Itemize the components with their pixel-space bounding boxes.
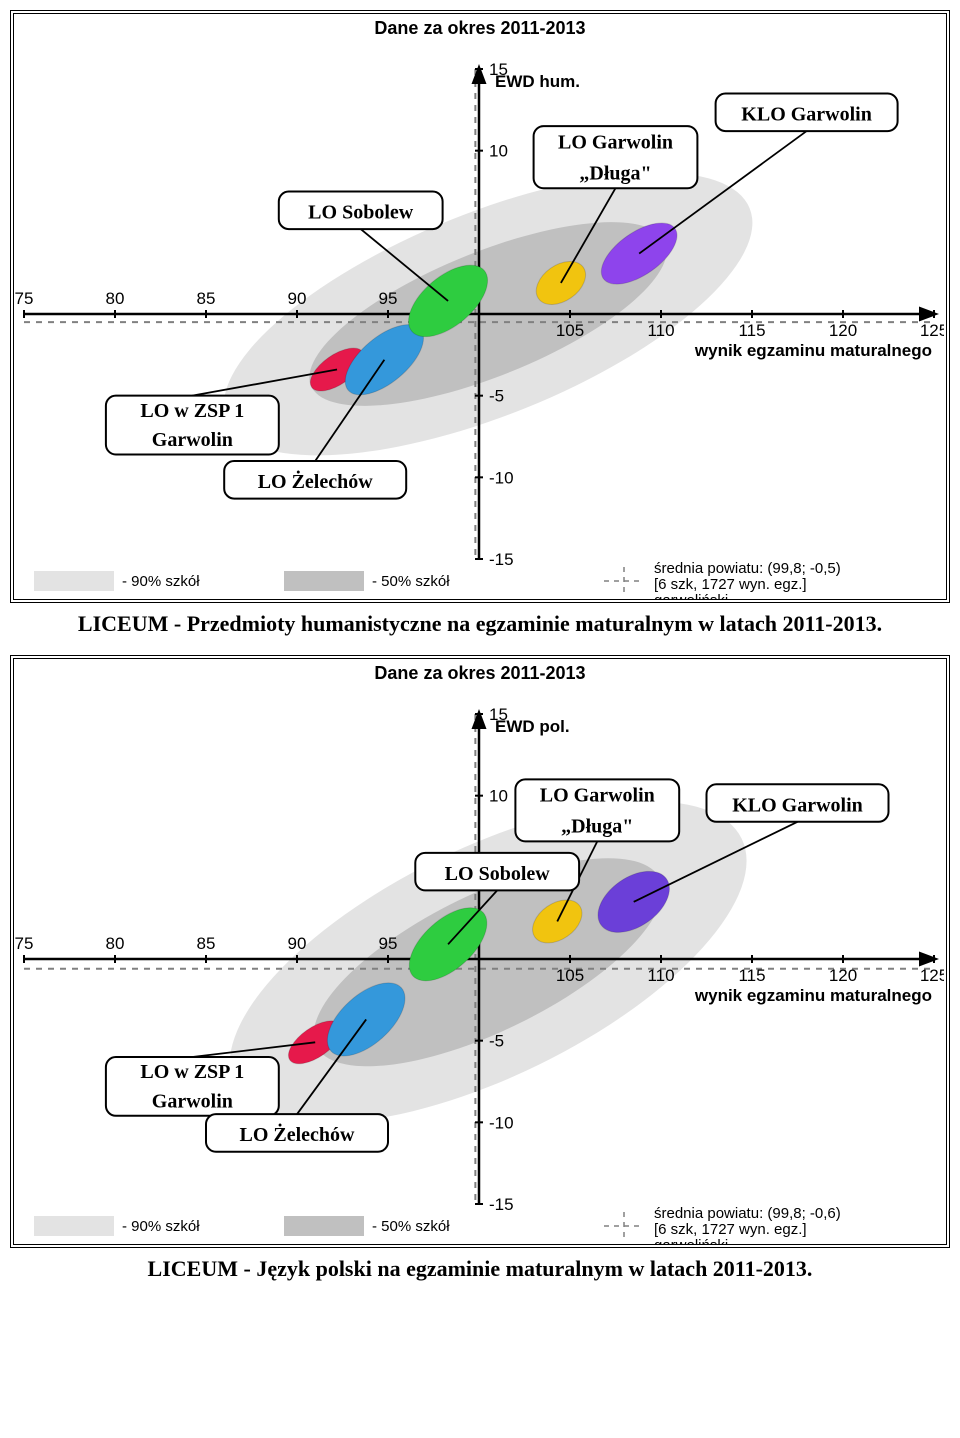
callout-text-4-0: LO Żelechów xyxy=(258,469,374,493)
y-tick-10: 10 xyxy=(489,787,508,806)
callout-text-0-0: LO Garwolin xyxy=(558,132,673,154)
chart-body: 75 80 85 90 95 105 110 115 120 125wynik egzaminu … xyxy=(14,39,946,599)
x-tick-80: 80 xyxy=(106,289,125,308)
callout-text-0-1: „Długa" xyxy=(561,816,633,838)
x-tick-90: 90 xyxy=(288,289,307,308)
y-axis-label: EWD hum. xyxy=(495,72,580,91)
chart-frame-1: Dane za okres 2011-2013 75 80 85 90 95 105 110… xyxy=(10,655,950,1248)
x-tick-95: 95 xyxy=(379,289,398,308)
chart-caption-1: LICEUM - Język polski na egzaminie matur… xyxy=(10,1256,950,1282)
scatter-chart: 75 80 85 90 95 105 110 115 120 125wynik egzaminu … xyxy=(14,39,944,599)
footer-line3: garwoliński xyxy=(654,1237,728,1244)
footer-line3: garwoliński xyxy=(654,592,728,599)
footer-line1: średnia powiatu: (99,8; -0,5) xyxy=(654,560,841,577)
callout-text-0-1: „Długa" xyxy=(579,163,651,185)
legend-swatch-0 xyxy=(34,1216,114,1236)
x-tick-105: 105 xyxy=(556,966,584,985)
callout-text-1-0: KLO Garwolin xyxy=(732,794,863,816)
footer-crosshair-icon xyxy=(604,1212,644,1240)
legend-swatch-1 xyxy=(284,1216,364,1236)
x-tick-75: 75 xyxy=(15,289,34,308)
x-tick-85: 85 xyxy=(197,289,216,308)
callout-text-3-1: Garwolin xyxy=(152,1091,233,1113)
x-tick-115: 115 xyxy=(738,321,765,340)
x-tick-125: 125 xyxy=(920,966,944,985)
callout-text-3-1: Garwolin xyxy=(152,429,233,451)
x-tick-90: 90 xyxy=(288,934,307,953)
x-tick-105: 105 xyxy=(556,321,584,340)
x-tick-85: 85 xyxy=(197,934,216,953)
callout-text-3-0: LO w ZSP 1 xyxy=(140,400,244,422)
footer-line2: [6 szk, 1727 wyn. egz.] xyxy=(654,576,807,593)
x-tick-110: 110 xyxy=(647,966,674,985)
callout-text-2-0: LO Sobolew xyxy=(308,202,414,224)
x-tick-115: 115 xyxy=(738,966,765,985)
chart-title: Dane za okres 2011-2013 xyxy=(14,659,946,684)
legend-swatch-0 xyxy=(34,571,114,591)
y-tick--5: -5 xyxy=(489,387,504,406)
legend-label-1: - 50% szkół xyxy=(372,573,450,590)
scatter-chart: 75 80 85 90 95 105 110 115 120 125wynik egzaminu … xyxy=(14,684,944,1244)
x-tick-120: 120 xyxy=(829,966,857,985)
x-tick-120: 120 xyxy=(829,321,857,340)
y-tick--15: -15 xyxy=(489,550,514,569)
callout-text-4-0: LO Żelechów xyxy=(240,1122,356,1146)
footer-crosshair-icon xyxy=(604,567,644,595)
legend-swatch-1 xyxy=(284,571,364,591)
callout-text-1-0: KLO Garwolin xyxy=(741,104,872,126)
chart-caption-0: LICEUM - Przedmioty humanistyczne na egz… xyxy=(10,611,950,637)
x-tick-80: 80 xyxy=(106,934,125,953)
x-tick-110: 110 xyxy=(647,321,674,340)
x-axis-label: wynik egzaminu maturalnego xyxy=(694,341,932,360)
legend-label-0: - 90% szkół xyxy=(122,1218,200,1235)
y-tick--10: -10 xyxy=(489,468,514,487)
chart-title: Dane za okres 2011-2013 xyxy=(14,14,946,39)
footer-line1: średnia powiatu: (99,8; -0,6) xyxy=(654,1205,841,1222)
chart-frame-0: Dane za okres 2011-2013 75 80 85 90 95 105 110… xyxy=(10,10,950,603)
y-tick--5: -5 xyxy=(489,1032,504,1051)
callout-text-0-0: LO Garwolin xyxy=(540,785,655,807)
x-tick-75: 75 xyxy=(15,934,34,953)
y-tick--15: -15 xyxy=(489,1195,514,1214)
x-tick-95: 95 xyxy=(379,934,398,953)
y-axis-label: EWD pol. xyxy=(495,717,570,736)
chart-body: 75 80 85 90 95 105 110 115 120 125wynik egzaminu … xyxy=(14,684,946,1244)
callout-text-2-0: LO Sobolew xyxy=(445,863,551,885)
legend-label-1: - 50% szkół xyxy=(372,1218,450,1235)
x-tick-125: 125 xyxy=(920,321,944,340)
y-tick--10: -10 xyxy=(489,1113,514,1132)
x-axis-label: wynik egzaminu maturalnego xyxy=(694,986,932,1005)
callout-text-3-0: LO w ZSP 1 xyxy=(140,1061,244,1083)
y-tick-10: 10 xyxy=(489,142,508,161)
footer-line2: [6 szk, 1727 wyn. egz.] xyxy=(654,1221,807,1238)
legend-label-0: - 90% szkół xyxy=(122,573,200,590)
